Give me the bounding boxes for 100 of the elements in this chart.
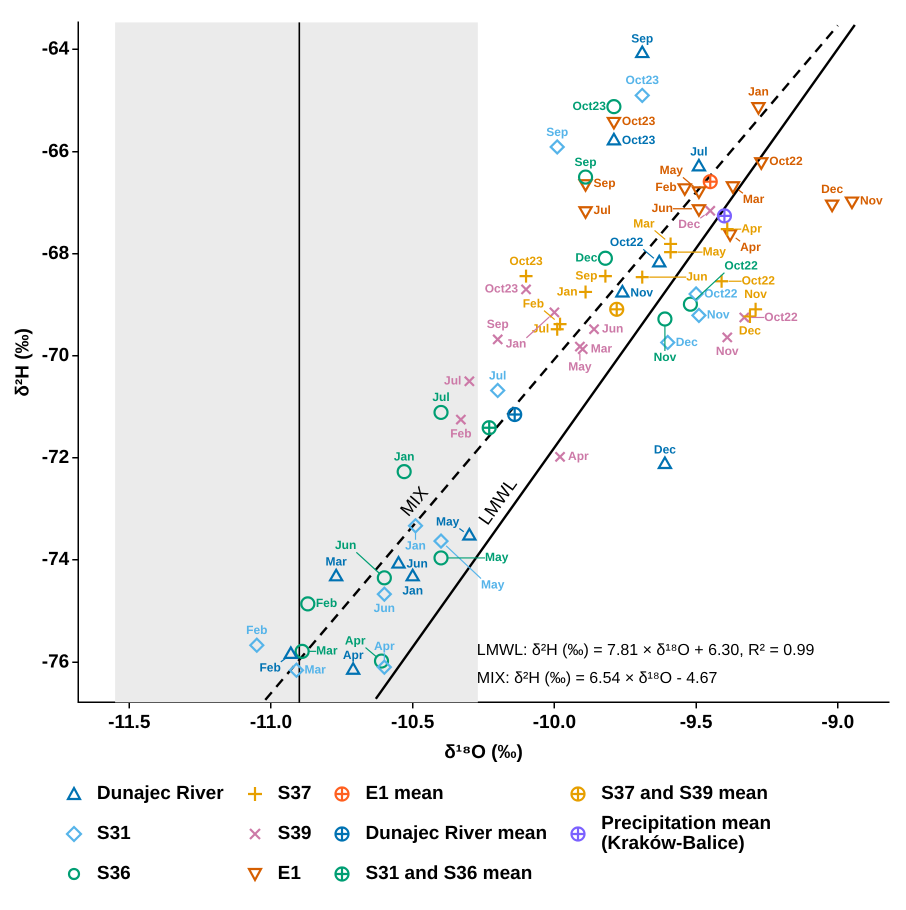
legend-label: Dunajec River [96,783,224,804]
data-label: Oct22 [764,310,798,324]
data-label: Jun [686,269,708,284]
data-label: Dec [738,323,762,338]
data-label: Jun [374,600,396,615]
data-label: Oct23 [622,133,656,148]
legend-label: Precipitation mean (Kraków-Balice) [601,813,772,854]
data-label: May [660,163,684,178]
data-label: Oct22 [769,154,803,168]
data-label: Nov [860,193,883,208]
data-label: Mar [742,192,765,206]
data-label: Feb [655,180,677,194]
data-label: Jan [402,584,424,598]
data-label: Apr [741,221,762,236]
data-label: Jul [489,368,506,382]
data-label: Jul [444,374,462,388]
data-label: Jun [652,201,673,216]
data-label: Mar [325,554,348,569]
data-label: Oct23 [509,254,544,268]
legend-label: S39 [278,823,312,844]
data-label: Sep [594,176,616,190]
x-tick-label: -9.5 [680,712,713,734]
data-label: Oct22 [610,235,644,250]
data-label: Mar [633,216,655,230]
data-label: May [702,244,726,258]
data-label: Jun [602,322,624,336]
data-label: Nov [744,287,768,302]
data-label: Nov [706,308,730,322]
data-label: Sep [486,317,509,332]
data-label: Mar [304,662,326,677]
data-label: Dec [821,182,844,196]
data-label: May [481,577,505,592]
data-label: Jan [556,284,578,298]
x-tick-label: -11.5 [108,712,151,734]
legend-label: Dunajec River mean [365,823,548,844]
data-label: Oct22 [724,258,758,273]
y-tick-label: -70 [42,345,70,366]
legend-label: E1 mean [365,783,444,804]
data-label: Apr [568,449,590,464]
data-label: May [436,514,460,528]
legend-label: S37 and S39 mean [601,783,768,804]
data-label: Sep [575,268,598,282]
data-label: Dec [676,334,698,349]
data-label: Sep [546,124,568,139]
data-label: Nov [654,350,677,364]
data-label: Jul [532,322,550,336]
data-label: Jul [690,144,708,159]
annotation: LMWL: δ²H (‰) = 7.81 × δ¹⁸O + 6.30, R² = 0.99 [476,642,814,659]
x-tick-label: -10.0 [532,712,576,734]
data-label: Jun [335,538,356,552]
data-label: Mar [316,644,338,658]
data-label: Oct23 [572,98,606,113]
legend-label: S31 [96,823,131,844]
legend-label: E1 [278,863,301,884]
data-label: Dec [575,250,598,265]
data-label: Jan [506,336,526,351]
data-label: Jul [432,390,450,404]
data-label: Jun [406,556,428,570]
data-label: Dec [654,442,676,456]
legend-label: S36 [96,863,131,884]
data-label: Apr [342,648,364,662]
data-label: Apr [344,633,366,648]
data-label: Feb [522,296,544,310]
data-label: Nov [716,344,739,358]
y-tick-label: -68 [42,242,70,264]
legend-label: S31 and S36 mean [365,863,532,884]
x-tick-label: -11.0 [250,712,292,734]
data-label: Feb [316,596,338,610]
x-tick-label: -9.0 [821,712,854,734]
x-tick-label: -10.5 [391,712,435,734]
data-label: Dec [678,217,701,232]
data-label: May [568,359,592,374]
data-label: Oct23 [622,114,656,128]
data-label: Oct23 [626,73,660,88]
data-label: Oct22 [742,274,776,288]
y-tick-label: -74 [42,549,70,570]
annotation: MIX: δ²H (‰) = 6.54 × δ¹⁸O - 4.67 [476,670,718,687]
data-label: Jul [594,203,611,218]
y-axis-title: δ²H (‰) [12,328,34,397]
y-tick-label: -66 [42,140,70,162]
data-label: Nov [630,285,654,300]
data-label: Jan [405,538,426,553]
legend-label: S37 [278,783,312,804]
data-label: Sep [631,31,654,46]
data-label: Feb [450,426,472,440]
y-tick-label: -64 [42,38,70,60]
data-label: Jan [748,84,769,98]
data-label: Oct22 [704,286,738,300]
y-tick-label: -76 [42,651,70,672]
data-label: May [485,550,509,564]
data-label: Mar [590,341,612,356]
y-tick-label: -72 [42,447,70,468]
x-axis-title: δ¹⁸O (‰) [444,742,523,763]
data-label: Sep [574,154,597,169]
data-label: Feb [246,623,268,638]
data-label: Oct23 [484,282,518,296]
data-label: Feb [259,660,281,675]
data-label: Jan [394,449,415,464]
data-label: Apr [740,240,762,254]
data-label: Apr [374,638,395,653]
